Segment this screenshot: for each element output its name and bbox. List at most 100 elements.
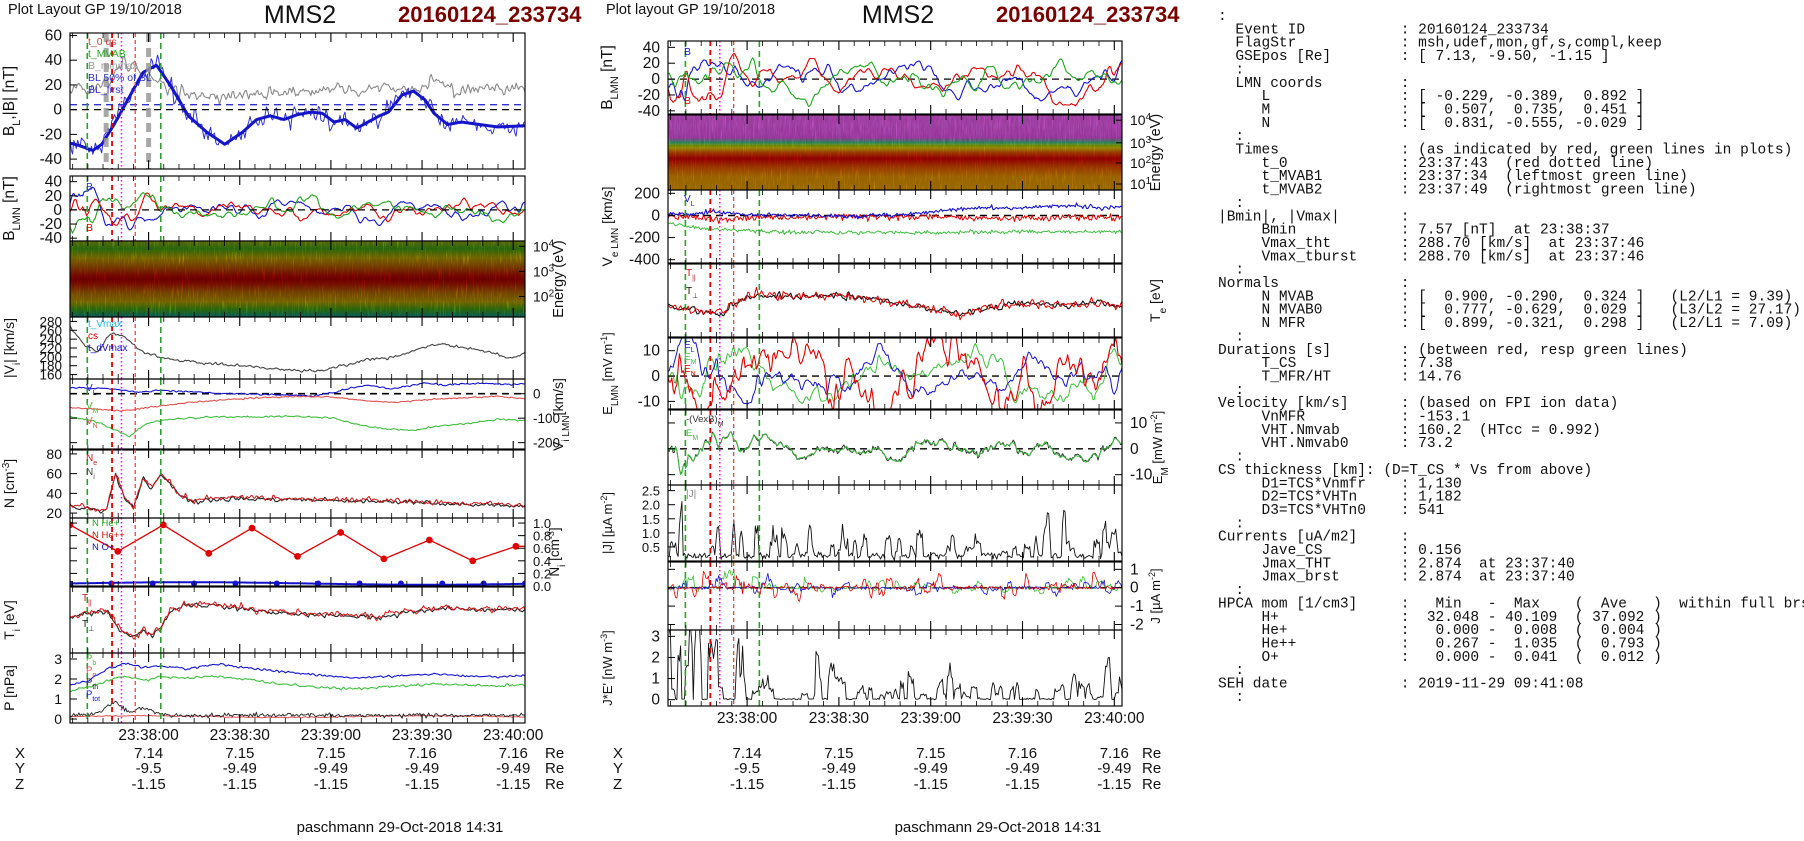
svg-text:T_MFR/HT : 14.76: T_MFR/HT : 14.76 [1218, 369, 1462, 385]
svg-text:40: 40 [45, 52, 63, 69]
svg-text:B: B [684, 46, 691, 58]
svg-text:Energy (eV): Energy (eV) [1148, 114, 1164, 191]
svg-text:-40: -40 [40, 230, 63, 247]
svg-text:-1.15: -1.15 [1097, 776, 1131, 793]
svg-text:60: 60 [46, 466, 62, 482]
svg-text:Z: Z [613, 776, 622, 793]
svg-text:N O+: N O+ [92, 542, 115, 553]
svg-text:40: 40 [46, 485, 62, 501]
svg-text:23:40:00: 23:40:00 [483, 727, 544, 744]
svg-text:-1.15: -1.15 [405, 776, 439, 793]
svg-text:2.5: 2.5 [642, 484, 660, 499]
svg-text:-1.15: -1.15 [131, 776, 165, 793]
svg-text:-200: -200 [629, 230, 660, 247]
svg-text:200: 200 [634, 185, 660, 202]
svg-text:B: B [86, 222, 93, 234]
svg-text:MMS2: MMS2 [264, 1, 336, 29]
svg-text:1: 1 [651, 671, 660, 688]
svg-text:40: 40 [643, 39, 661, 56]
svg-text:23:39:30: 23:39:30 [992, 710, 1053, 727]
svg-text:-20: -20 [638, 87, 661, 104]
svg-text:Re: Re [1142, 760, 1161, 777]
svg-text:0: 0 [53, 102, 62, 119]
svg-text:-10: -10 [638, 393, 661, 410]
svg-text:B: B [684, 95, 691, 107]
svg-text:t_MVAB: t_MVAB [88, 48, 126, 60]
svg-text:23:39:00: 23:39:00 [301, 727, 362, 744]
svg-text:0: 0 [1130, 580, 1139, 597]
svg-text:-9.49: -9.49 [223, 760, 257, 777]
svg-text:10: 10 [643, 343, 661, 360]
svg-text:80: 80 [46, 446, 62, 462]
svg-text:t_Vmax: t_Vmax [88, 319, 122, 330]
svg-text:Y: Y [15, 760, 25, 777]
svg-text:23:39:00: 23:39:00 [901, 710, 962, 727]
svg-text:B_minmax: B_minmax [88, 60, 138, 72]
svg-text:N : [ 0.831, -0: N : [ 0.831, -0.555, -0.029 ] [1218, 116, 1644, 132]
svg-text:23:40:00: 23:40:00 [1084, 710, 1145, 727]
svg-text:t_dVmax: t_dVmax [88, 343, 127, 354]
svg-text:-9.49: -9.49 [822, 760, 856, 777]
svg-text:23:38:00: 23:38:00 [118, 727, 179, 744]
svg-text:Vmax_tburst : 288.70 [km/s: Vmax_tburst : 288.70 [km/s] at 23:37:46 [1218, 249, 1644, 265]
svg-text:Re: Re [545, 776, 564, 793]
svg-text:P [nPa]: P [nPa] [1, 665, 17, 711]
svg-text:0.5: 0.5 [642, 540, 660, 555]
svg-text:Plot Layout GP 19/10/2018: Plot Layout GP 19/10/2018 [8, 2, 182, 18]
svg-text:160: 160 [39, 368, 62, 383]
svg-text:-1.15: -1.15 [730, 776, 764, 793]
svg-text:Plot layout GP 19/10/2018: Plot layout GP 19/10/2018 [606, 2, 775, 18]
svg-text:MMS2: MMS2 [862, 1, 934, 29]
svg-text:BL 50% of BL: BL 50% of BL [88, 72, 152, 84]
svg-text:VHT.Nmvab0 : 73.2: VHT.Nmvab0 : 73.2 [1218, 436, 1453, 452]
svg-text:Jmax_brst : 2.874 at 23: Jmax_brst : 2.874 at 23:37:40 [1218, 570, 1575, 586]
svg-text:Energy (eV): Energy (eV) [551, 240, 567, 317]
svg-text:20: 20 [46, 505, 62, 521]
svg-text:3: 3 [651, 628, 660, 645]
svg-text::: : [1218, 690, 1244, 706]
svg-text:-9.49: -9.49 [1097, 760, 1131, 777]
svg-text:B: B [86, 181, 93, 193]
svg-text:paschmann 29-Oct-2018 14:31: paschmann 29-Oct-2018 14:31 [895, 819, 1102, 836]
svg-text:1: 1 [1130, 561, 1139, 578]
svg-text:-9.49: -9.49 [405, 760, 439, 777]
svg-text:23:38:30: 23:38:30 [210, 727, 271, 744]
svg-text:2: 2 [651, 649, 660, 666]
svg-text:2: 2 [54, 671, 62, 687]
svg-text:-40: -40 [40, 151, 63, 168]
svg-text:0: 0 [54, 711, 62, 727]
svg-text:20: 20 [45, 77, 63, 94]
svg-text:1.5: 1.5 [642, 512, 660, 527]
svg-text:-1.15: -1.15 [496, 776, 530, 793]
svg-text:0: 0 [651, 71, 660, 88]
svg-text:-1.15: -1.15 [314, 776, 348, 793]
svg-text:Re: Re [1142, 776, 1161, 793]
svg-text:N He++: N He++ [92, 530, 125, 541]
svg-text:0: 0 [651, 692, 660, 709]
svg-text:|J|: |J| [686, 489, 696, 500]
svg-text:SEH date : 2019-11: SEH date : 2019-11-29 09:41:08 [1218, 677, 1583, 693]
svg-text:-1.15: -1.15 [223, 776, 257, 793]
svg-text:O+ : 0.000 - 0: O+ : 0.000 - 0.041 ( 0.012 ) [1218, 650, 1662, 666]
svg-text:60: 60 [45, 27, 63, 44]
svg-text:-9.49: -9.49 [496, 760, 530, 777]
svg-text:-9.5: -9.5 [734, 760, 760, 777]
svg-text:paschmann 29-Oct-2018 14:31: paschmann 29-Oct-2018 14:31 [297, 819, 504, 836]
svg-text:23:38:30: 23:38:30 [809, 710, 870, 727]
svg-text:0.0: 0.0 [533, 579, 551, 594]
svg-text:-9.49: -9.49 [1005, 760, 1039, 777]
svg-text:10: 10 [1130, 415, 1148, 432]
svg-text:3: 3 [54, 651, 62, 667]
svg-text:-9.49: -9.49 [914, 760, 948, 777]
svg-text:cs: cs [88, 331, 98, 342]
svg-text:t_MVAB2 : 23:37:49 (r: t_MVAB2 : 23:37:49 (rightmost green line… [1218, 183, 1697, 199]
svg-text:20160124_233734: 20160124_233734 [996, 2, 1180, 27]
svg-text:Y: Y [613, 760, 623, 777]
svg-text:BL_first: BL_first [88, 84, 124, 96]
svg-text:-1: -1 [1130, 598, 1144, 615]
svg-text:-2: -2 [1130, 616, 1144, 633]
svg-text:-1.15: -1.15 [822, 776, 856, 793]
svg-text:2.0: 2.0 [642, 498, 660, 513]
svg-text:-1.15: -1.15 [914, 776, 948, 793]
svg-text:20: 20 [643, 55, 661, 72]
